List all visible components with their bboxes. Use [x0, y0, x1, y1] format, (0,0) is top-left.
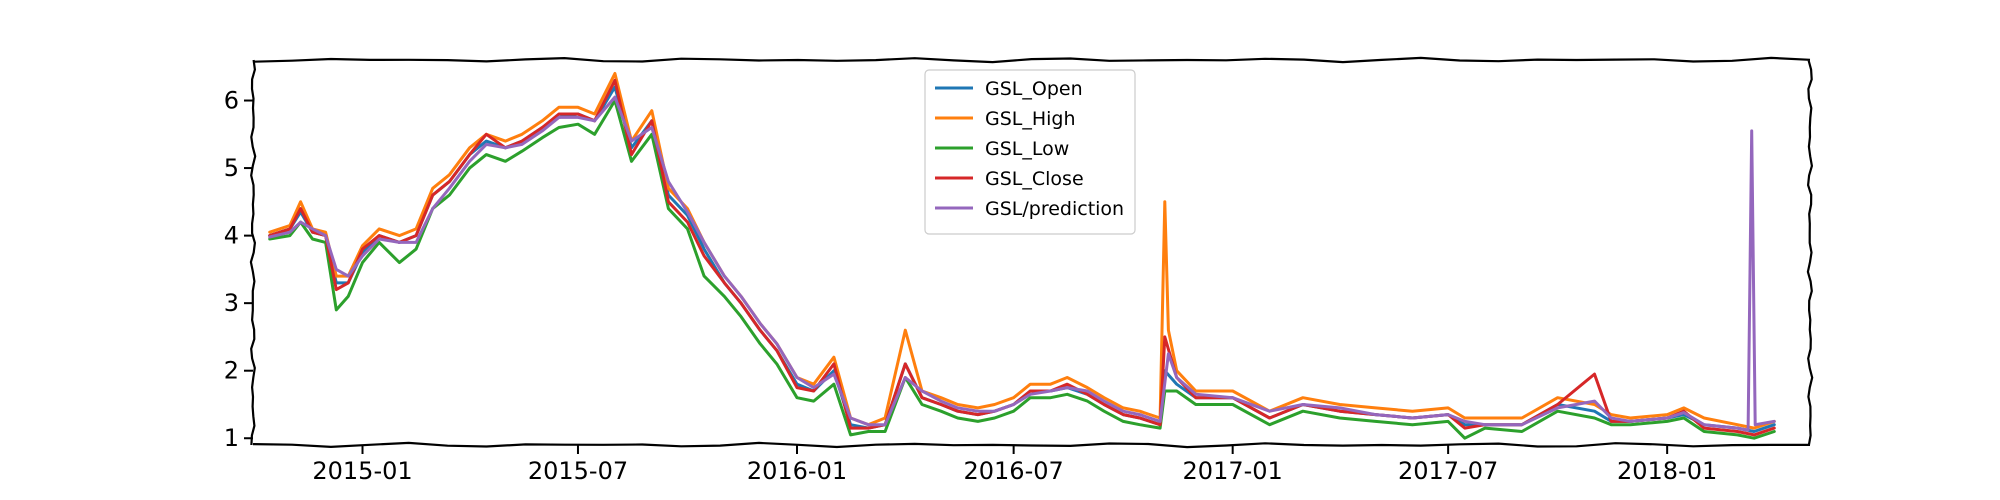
- legend-box: [924, 69, 1136, 235]
- series-line-4: [268, 95, 1776, 432]
- x-tick-label: 2017-01: [1183, 457, 1283, 485]
- y-tick-label: 3: [224, 289, 239, 317]
- legend-items: GSL_Open GSL_High GSL_Low GSL_Close GSL/pred…: [935, 78, 1124, 220]
- x-tick-label: 2016-01: [747, 457, 847, 485]
- x-tick-label: 2016-07: [964, 457, 1064, 485]
- y-tick-label: 4: [224, 222, 239, 250]
- y-tick-label: 2: [224, 357, 239, 385]
- series-line-3: [268, 78, 1776, 437]
- x-tick-label: 2015-07: [528, 457, 628, 485]
- legend: GSL_Open GSL_High GSL_Low GSL_Close GSL/pred…: [924, 69, 1136, 235]
- plot-frame: [249, 56, 1814, 449]
- legend-label-3: GSL_Close: [985, 168, 1084, 190]
- axes-layer: 1 2 3 4 5 6 2015-01 2015-07 2016-01 2016-07 2017-0…: [224, 87, 1718, 485]
- y-tick-label: 6: [224, 87, 239, 115]
- x-tick-label: 2017-07: [1398, 457, 1498, 485]
- x-tick-label: 2015-01: [312, 457, 412, 485]
- y-tick-label: 5: [224, 154, 239, 182]
- legend-label-1: GSL_High: [985, 108, 1076, 130]
- y-tick-label: 1: [224, 424, 239, 452]
- legend-label-2: GSL_Low: [985, 138, 1069, 160]
- x-tick-label: 2018-01: [1617, 457, 1717, 485]
- legend-label-4: GSL/prediction: [985, 198, 1124, 220]
- legend-label-0: GSL_Open: [985, 78, 1083, 100]
- series-line-1: [268, 72, 1776, 430]
- series-layer: [268, 72, 1776, 440]
